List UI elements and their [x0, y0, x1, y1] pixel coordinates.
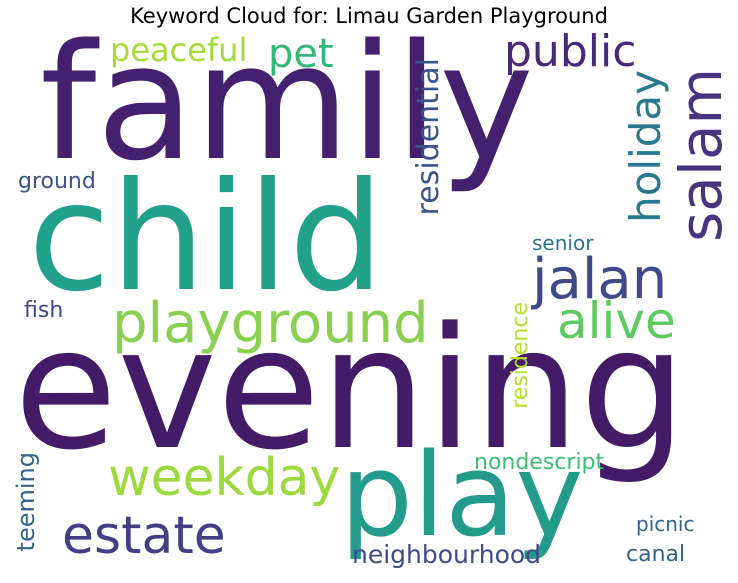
word-residence: residence — [508, 302, 533, 409]
word-holiday: holiday — [621, 70, 670, 223]
word-playground: playground — [112, 291, 429, 356]
word-nondescript: nondescript — [474, 450, 605, 475]
word-jalan: jalan — [532, 247, 668, 312]
word-play: play — [340, 429, 584, 563]
word-family: family — [40, 9, 534, 196]
word-senior: senior — [532, 231, 594, 255]
word-public: public — [504, 26, 637, 77]
page-title: Keyword Cloud for: Limau Garden Playgrou… — [130, 4, 608, 28]
word-fish: fish — [24, 298, 64, 323]
word-ground: ground — [18, 169, 96, 194]
word-pet: pet — [268, 31, 334, 77]
word-alive: alive — [557, 292, 676, 350]
word-neighbourhood: neighbourhood — [352, 540, 542, 569]
word-canal: canal — [626, 542, 686, 567]
word-residential: residential — [411, 58, 446, 216]
word-child: child — [28, 151, 385, 325]
keyword-cloud — [8, 33, 730, 579]
word-teeming: teeming — [12, 452, 40, 552]
word-weekday: weekday — [108, 448, 341, 508]
word-peaceful: peaceful — [110, 31, 248, 69]
word-picnic: picnic — [636, 512, 695, 536]
word-evening: evening — [14, 291, 687, 487]
word-salam: salam — [667, 68, 735, 242]
word-estate: estate — [62, 506, 226, 566]
